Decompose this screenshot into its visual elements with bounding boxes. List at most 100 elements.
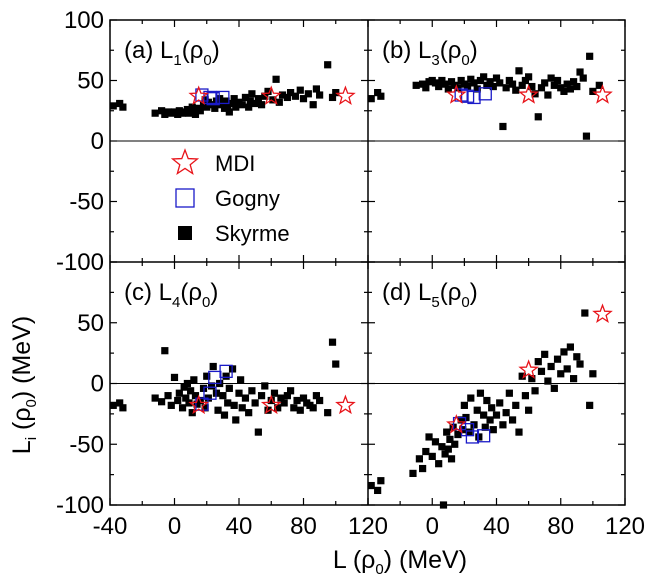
point-skyrme-a bbox=[191, 110, 200, 118]
point-skyrme-d bbox=[435, 460, 443, 468]
point-skyrme-c bbox=[175, 389, 183, 397]
y-tick-label: -100 bbox=[56, 249, 104, 276]
point-skyrme-a bbox=[174, 110, 182, 118]
point-mdi-d bbox=[446, 413, 467, 434]
point-skyrme-c bbox=[235, 389, 243, 397]
point-skyrme-a bbox=[275, 98, 283, 106]
point-mdi-b bbox=[518, 84, 539, 104]
point-skyrme-b bbox=[589, 87, 597, 95]
point-skyrme-b bbox=[537, 84, 546, 92]
point-skyrme-c bbox=[225, 384, 233, 392]
y-tick-label: 50 bbox=[77, 310, 104, 337]
point-skyrme-c bbox=[328, 338, 337, 346]
point-skyrme-b bbox=[483, 81, 491, 89]
point-skyrme-b bbox=[560, 87, 568, 95]
point-skyrme-c bbox=[222, 372, 230, 380]
point-skyrme-c bbox=[277, 394, 285, 402]
point-skyrme-d bbox=[570, 375, 578, 383]
point-skyrme-d bbox=[486, 416, 494, 424]
point-skyrme-b bbox=[431, 79, 440, 87]
point-gogny-b bbox=[478, 87, 492, 101]
legend-marker-mdi bbox=[170, 148, 200, 176]
point-skyrme-a bbox=[316, 91, 324, 99]
point-mdi-d bbox=[518, 359, 539, 379]
point-skyrme-b bbox=[489, 82, 497, 91]
point-skyrme-c bbox=[201, 404, 209, 412]
axis-ticks bbox=[109, 19, 626, 506]
point-skyrme-d bbox=[419, 464, 427, 473]
point-gogny-c bbox=[203, 386, 217, 400]
point-mdi-b bbox=[592, 84, 613, 104]
point-skyrme-b bbox=[512, 86, 520, 94]
point-skyrme-b bbox=[454, 84, 462, 92]
point-skyrme-c bbox=[151, 394, 159, 402]
x-tick-label: 40 bbox=[226, 513, 253, 540]
tick-labels: -40 0 0 40 40 80 80 120 120 100 50 0 -50 -100 50 0 -50 -1… bbox=[56, 7, 645, 540]
point-mdi-c bbox=[188, 394, 210, 415]
point-skyrme-c bbox=[209, 362, 217, 371]
legend-marker-gogny bbox=[175, 188, 195, 208]
point-skyrme-c bbox=[232, 416, 240, 424]
point-skyrme-a bbox=[272, 75, 280, 83]
point-skyrme-c bbox=[164, 392, 172, 400]
point-skyrme-a bbox=[228, 99, 237, 108]
point-skyrme-d bbox=[425, 433, 433, 441]
point-skyrme-c bbox=[332, 360, 340, 368]
point-skyrme-c bbox=[170, 373, 179, 382]
point-skyrme-b bbox=[544, 91, 552, 99]
y-tick-label: 0 bbox=[91, 371, 104, 398]
panel-labels: (a) L1(ρ0) (b) L3(ρ0) (c) L4(ρ0) (d) L5(ρ0) bbox=[124, 37, 478, 311]
point-gogny-a bbox=[206, 92, 220, 106]
point-skyrme-d bbox=[581, 309, 589, 317]
point-skyrme-d bbox=[476, 389, 485, 397]
point-skyrme-d bbox=[446, 435, 454, 443]
point-skyrme-c bbox=[241, 394, 250, 402]
point-skyrme-c bbox=[219, 392, 227, 400]
point-skyrme-d bbox=[550, 384, 558, 392]
point-skyrme-a bbox=[225, 108, 233, 116]
point-skyrme-a bbox=[296, 86, 304, 94]
point-skyrme-b bbox=[447, 78, 456, 86]
point-skyrme-b bbox=[486, 78, 494, 86]
point-skyrme-d bbox=[553, 355, 562, 363]
point-skyrme-c bbox=[167, 401, 175, 409]
point-skyrme-d bbox=[505, 389, 513, 397]
point-skyrme-d bbox=[573, 353, 581, 361]
point-skyrme-a bbox=[283, 93, 291, 102]
point-skyrme-a bbox=[278, 91, 287, 99]
point-skyrme-a bbox=[217, 101, 225, 109]
point-skyrme-a bbox=[328, 93, 337, 102]
point-skyrme-c bbox=[190, 376, 198, 384]
point-skyrme-c bbox=[238, 404, 246, 412]
point-skyrme-a bbox=[241, 93, 250, 102]
point-skyrme-c bbox=[257, 392, 266, 400]
point-skyrme-d bbox=[454, 430, 462, 439]
point-skyrme-c bbox=[185, 399, 193, 407]
point-skyrme-d bbox=[444, 445, 452, 453]
point-skyrme-a bbox=[269, 96, 277, 104]
point-skyrme-b bbox=[525, 73, 533, 81]
point-skyrme-a bbox=[251, 99, 259, 108]
point-skyrme-b bbox=[518, 81, 526, 89]
x-tick-label: 0 bbox=[168, 513, 181, 540]
point-gogny-d bbox=[465, 430, 480, 444]
point-skyrme-c bbox=[203, 372, 211, 380]
zero-lines bbox=[110, 140, 625, 384]
point-mdi-d bbox=[592, 303, 613, 324]
point-gogny-c bbox=[195, 397, 209, 411]
point-skyrme-a bbox=[287, 89, 295, 97]
data-markers bbox=[109, 52, 613, 509]
point-skyrme-c bbox=[274, 404, 282, 412]
point-skyrme-c bbox=[187, 387, 195, 395]
point-skyrme-c bbox=[207, 382, 216, 390]
x-axis-title: L (ρ0) (MeV) bbox=[333, 546, 467, 578]
point-skyrme-a bbox=[299, 95, 308, 103]
point-mdi-c bbox=[260, 394, 282, 415]
point-skyrme-a bbox=[119, 103, 127, 111]
point-skyrme-d bbox=[586, 401, 594, 409]
point-skyrme-d bbox=[465, 428, 473, 436]
point-skyrme-d bbox=[367, 481, 375, 490]
point-skyrme-d bbox=[560, 348, 568, 356]
point-skyrme-b bbox=[467, 75, 475, 83]
point-skyrme-d bbox=[488, 404, 496, 412]
